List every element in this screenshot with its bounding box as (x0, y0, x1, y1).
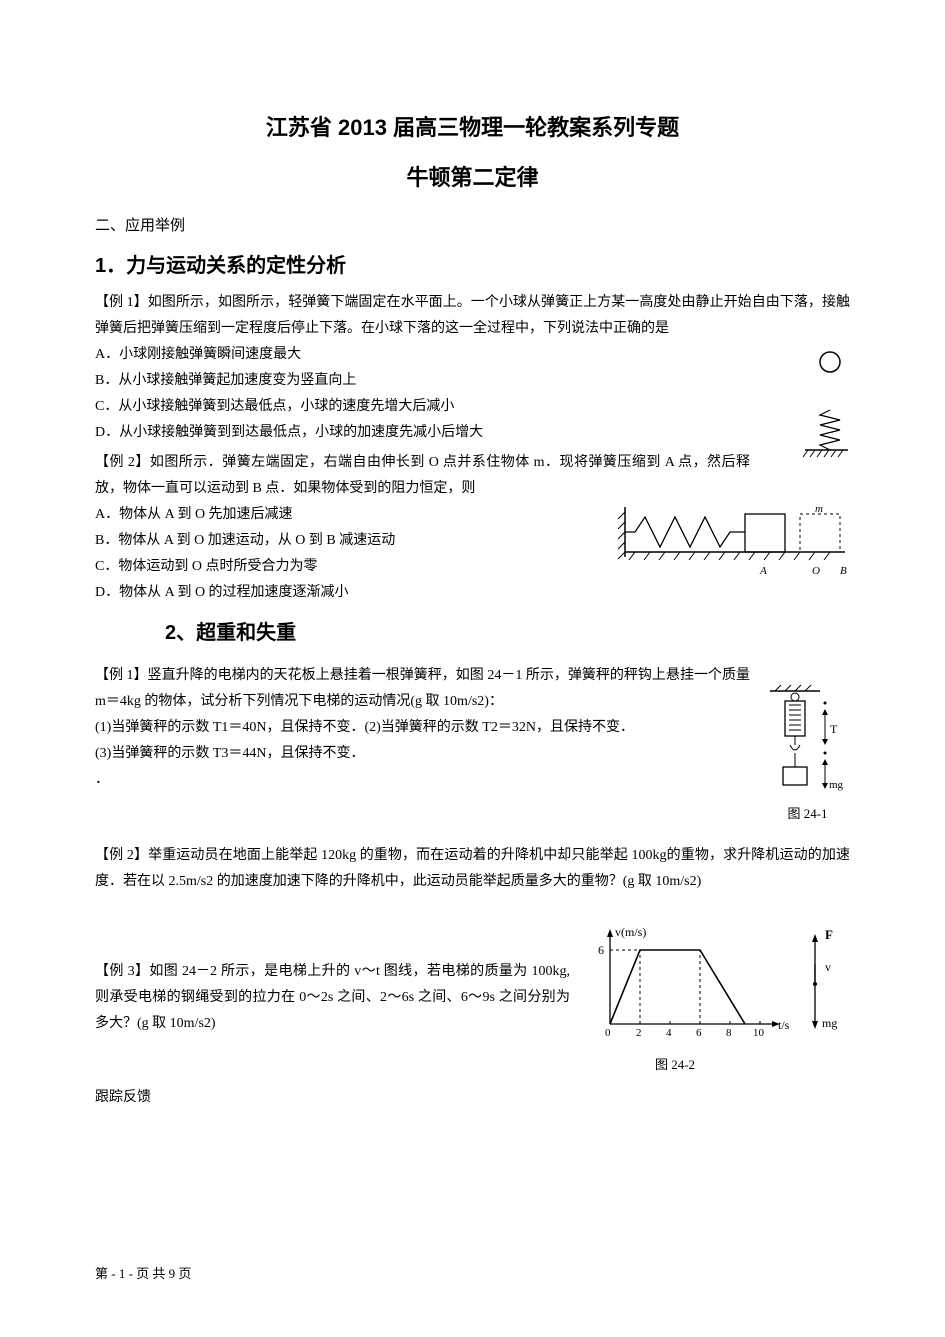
vt-graph-figure: v(m/s) t/s 6 0 2 4 6 8 10 F (580, 924, 850, 1073)
s1-ex1-optC: C．从小球接触弹簧到达最低点，小球的速度先增大后减小 (95, 394, 750, 420)
track-feedback: 跟踪反馈 (95, 1085, 850, 1111)
fig-24-2-label: 图 24-2 (580, 1054, 770, 1073)
svg-text:6: 6 (598, 943, 604, 957)
page-footer: 第 - 1 - 页 共 9 页 (95, 1263, 191, 1282)
doc-title-2: 牛顿第二定律 (95, 160, 850, 192)
section1-heading: 1．力与运动关系的定性分析 (95, 249, 850, 278)
svg-text:A: A (759, 565, 767, 577)
s1-ex1-optB: B．从小球接触弹簧起加速度变为竖直向上 (95, 368, 750, 394)
svg-text:m: m (815, 503, 823, 515)
svg-text:v: v (825, 960, 831, 974)
s1-ex2-block: 【例 2】如图所示．弹簧左端固定，右端自由伸长到 O 点并系住物体 m．现将弹簧… (95, 450, 850, 606)
svg-text:B: B (840, 565, 847, 577)
svg-text:T: T (830, 722, 838, 736)
s2-ex1-block: 【例 1】竖直升降的电梯内的天花板上悬挂着一根弹簧秤，如图 24－1 所示，弹簧… (95, 663, 850, 793)
s2-ex1-l1: (1)当弹簧秤的示数 T1＝40N，且保持不变．(2)当弹簧秤的示数 T2＝32… (95, 715, 750, 741)
s1-ex1-intro: 【例 1】如图所示，如图所示，轻弹簧下端固定在水平面上。一个小球从弹簧正上方某一… (95, 290, 850, 342)
svg-text:10: 10 (753, 1027, 765, 1039)
svg-text:v(m/s): v(m/s) (615, 925, 646, 939)
svg-text:mg: mg (822, 1016, 837, 1030)
s2-ex1-dot: ． (95, 767, 750, 793)
svg-text:F: F (825, 927, 833, 942)
s2-ex2-text: 【例 2】举重运动员在地面上能举起 120kg 的重物，而在运动着的升降机中却只… (95, 843, 850, 895)
s2-ex2-block: 【例 2】举重运动员在地面上能举起 120kg 的重物，而在运动着的升降机中却只… (95, 843, 850, 895)
doc-title-1: 江苏省 2013 届高三物理一轮教案系列专题 (95, 110, 850, 142)
s1-ex1-optA: A．小球刚接触弹簧瞬间速度最大 (95, 342, 750, 368)
svg-text:4: 4 (666, 1027, 672, 1039)
s1-ex1-optD: D．从小球接触弹簧到到达最低点，小球的加速度先减小后增大 (95, 420, 750, 446)
s2-ex3-block: 【例 3】如图 24－2 所示，是电梯上升的 v～t 图线，若电梯的质量为 10… (95, 929, 850, 1037)
spring-ball-diagram (790, 350, 850, 460)
svg-text:2: 2 (636, 1027, 642, 1039)
section2-heading: 2、超重和失重 (165, 616, 850, 645)
svg-text:t/s: t/s (778, 1018, 790, 1032)
fig-24-1-label: 图 24-1 (765, 803, 850, 822)
s1-ex2-optC: C．物体运动到 O 点时所受合力为零 (95, 554, 590, 580)
s1-ex1-block: 【例 1】如图所示，如图所示，轻弹簧下端固定在水平面上。一个小球从弹簧正上方某一… (95, 290, 850, 446)
svg-text:mg: mg (829, 779, 844, 791)
spring-block-diagram: A O B m (615, 502, 850, 582)
s2-ex1-l2: (3)当弹簧秤的示数 T3＝44N，且保持不变． (95, 741, 750, 767)
svg-text:0: 0 (605, 1027, 611, 1039)
s1-ex2-intro: 【例 2】如图所示．弹簧左端固定，右端自由伸长到 O 点并系住物体 m．现将弹簧… (95, 450, 850, 502)
s1-ex2-optA: A．物体从 A 到 O 先加速后减速 (95, 502, 590, 528)
svg-text:6: 6 (696, 1027, 702, 1039)
svg-text:8: 8 (726, 1027, 732, 1039)
s1-ex2-optB: B．物体从 A 到 O 加速运动，从 O 到 B 减速运动 (95, 528, 590, 554)
spring-scale-figure: T mg 图 24-1 (765, 683, 850, 822)
s1-ex2-optD: D．物体从 A 到 O 的过程加速度逐渐减小 (95, 580, 590, 606)
section-label: 二、应用举例 (95, 214, 850, 235)
svg-text:O: O (812, 565, 820, 577)
s2-ex1-intro: 【例 1】竖直升降的电梯内的天花板上悬挂着一根弹簧秤，如图 24－1 所示，弹簧… (95, 663, 850, 715)
